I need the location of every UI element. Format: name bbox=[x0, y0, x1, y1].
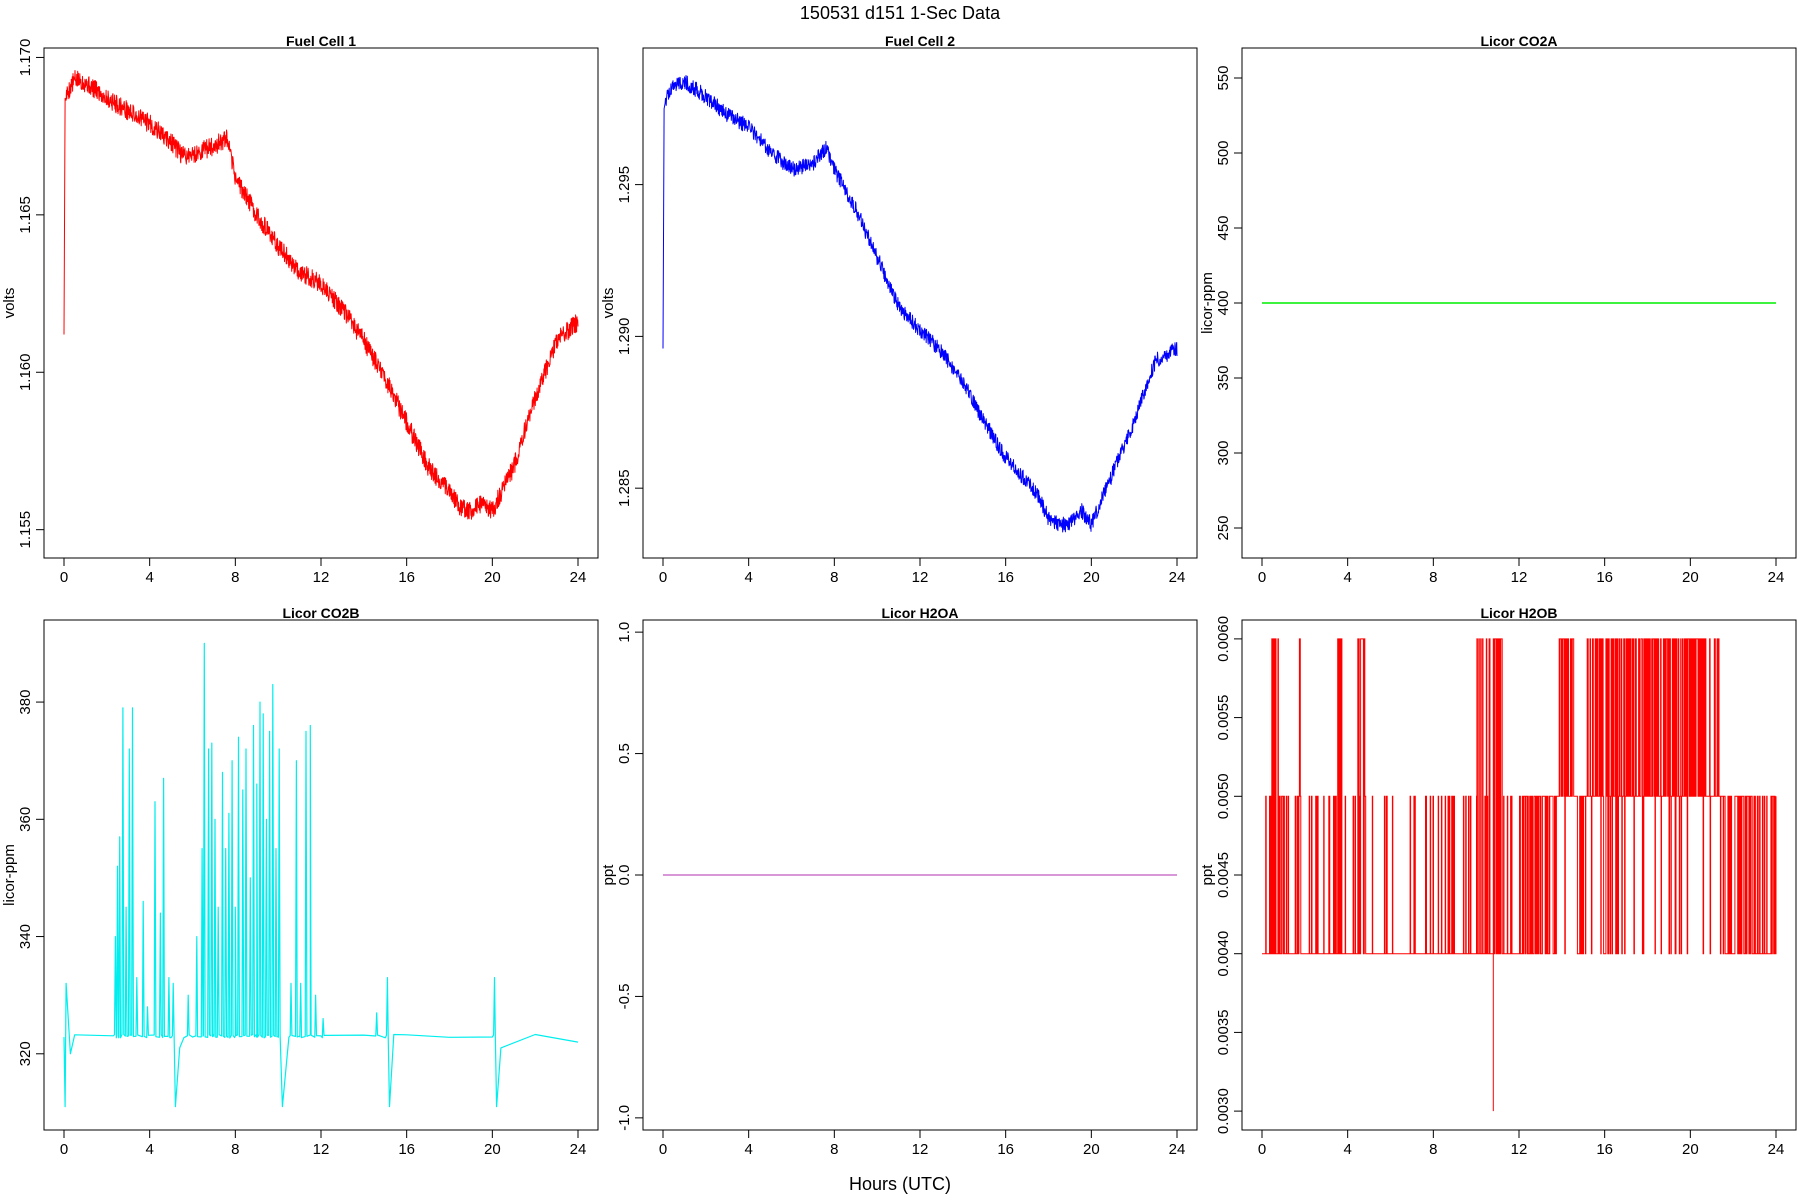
y-tick-label: 400 bbox=[1215, 290, 1232, 315]
y-tick-label: 0.0030 bbox=[1215, 1088, 1232, 1134]
y-axis-label: volts bbox=[600, 288, 617, 319]
x-tick-label: 20 bbox=[1682, 1141, 1699, 1158]
x-tick-label: 4 bbox=[145, 1141, 153, 1158]
y-tick-label: 1.165 bbox=[17, 196, 34, 234]
y-tick-label: 450 bbox=[1215, 215, 1232, 240]
y-tick-label: -0.5 bbox=[616, 983, 633, 1009]
series-line bbox=[63, 70, 579, 520]
x-tick-label: 24 bbox=[1169, 1141, 1186, 1158]
y-tick-label: 250 bbox=[1215, 515, 1232, 540]
panel-title: Fuel Cell 2 bbox=[885, 33, 955, 49]
series-line bbox=[63, 642, 579, 1108]
x-tick-label: 20 bbox=[1083, 569, 1100, 586]
x-tick-label: 0 bbox=[659, 569, 667, 586]
y-tick-label: 320 bbox=[17, 1041, 34, 1066]
x-tick-label: 16 bbox=[997, 1141, 1014, 1158]
y-axis-label: volts bbox=[1, 288, 18, 319]
panel-5: Licor H2OA 0 4 8 12 16 20 24 -1.0 -0.5 0.0 0.5 1.0 pp… bbox=[600, 605, 1198, 1158]
y-tick-label: 0.5 bbox=[616, 743, 633, 764]
series-line bbox=[662, 75, 1178, 533]
x-tick-label: 12 bbox=[1511, 569, 1528, 586]
x-tick-label: 4 bbox=[1343, 569, 1351, 586]
y-tick-label: 1.285 bbox=[616, 469, 633, 507]
x-tick-label: 0 bbox=[1258, 1141, 1266, 1158]
x-tick-label: 0 bbox=[60, 1141, 68, 1158]
y-tick-label: 0.0035 bbox=[1215, 1009, 1232, 1055]
panels: Fuel Cell 1 0 4 8 12 16 20 24 1.155 1.160 1.165 1.1… bbox=[1, 33, 1797, 1158]
x-tick-label: 20 bbox=[1682, 569, 1699, 586]
y-tick-label: 350 bbox=[1215, 365, 1232, 390]
y-tick-label: 1.155 bbox=[17, 511, 34, 549]
series-line bbox=[1262, 638, 1777, 955]
x-tick-label: 24 bbox=[1768, 1141, 1785, 1158]
panel-title: Licor CO2A bbox=[1480, 33, 1557, 49]
panel-4: Licor CO2B 0 4 8 12 16 20 24 320 340 360 380 licor-p… bbox=[1, 605, 599, 1158]
panel-title: Licor H2OB bbox=[1480, 605, 1557, 621]
y-tick-label: 1.295 bbox=[616, 166, 633, 204]
x-tick-label: 12 bbox=[912, 1141, 929, 1158]
y-tick-label: 0.0050 bbox=[1215, 773, 1232, 819]
x-tick-label: 4 bbox=[145, 569, 153, 586]
x-tick-label: 8 bbox=[1429, 1141, 1437, 1158]
x-tick-label: 12 bbox=[912, 569, 929, 586]
x-tick-label: 4 bbox=[744, 1141, 752, 1158]
x-tick-label: 0 bbox=[659, 1141, 667, 1158]
x-tick-label: 16 bbox=[1596, 569, 1613, 586]
x-tick-label: 8 bbox=[830, 569, 838, 586]
x-tick-label: 16 bbox=[398, 569, 415, 586]
y-tick-label: 0.0040 bbox=[1215, 931, 1232, 977]
x-tick-label: 0 bbox=[1258, 569, 1266, 586]
y-tick-label: 550 bbox=[1215, 65, 1232, 90]
panel-2: Fuel Cell 2 0 4 8 12 16 20 24 1.285 1.290 1.295 vol… bbox=[600, 33, 1198, 586]
x-tick-label: 20 bbox=[484, 1141, 501, 1158]
x-tick-label: 12 bbox=[313, 569, 330, 586]
y-tick-label: -1.0 bbox=[616, 1105, 633, 1131]
x-tick-label: 8 bbox=[830, 1141, 838, 1158]
y-tick-label: 0.0060 bbox=[1215, 616, 1232, 662]
y-tick-label: 1.290 bbox=[616, 318, 633, 356]
y-tick-label: 360 bbox=[17, 807, 34, 832]
figure-title: 150531 d151 1-Sec Data bbox=[800, 3, 1001, 23]
y-tick-label: 300 bbox=[1215, 440, 1232, 465]
panel-title: Licor CO2B bbox=[282, 605, 359, 621]
x-tick-label: 8 bbox=[231, 1141, 239, 1158]
x-tick-label: 24 bbox=[1169, 569, 1186, 586]
figure-xlabel: Hours (UTC) bbox=[849, 1174, 951, 1194]
x-tick-label: 4 bbox=[744, 569, 752, 586]
x-tick-label: 24 bbox=[570, 1141, 587, 1158]
y-tick-label: 0.0 bbox=[616, 865, 633, 886]
x-tick-label: 16 bbox=[398, 1141, 415, 1158]
y-tick-label: 380 bbox=[17, 690, 34, 715]
y-tick-label: 0.0045 bbox=[1215, 852, 1232, 898]
x-tick-label: 16 bbox=[1596, 1141, 1613, 1158]
y-axis-label: licor-ppm bbox=[1, 844, 18, 906]
x-tick-label: 24 bbox=[1768, 569, 1785, 586]
y-axis-label: ppt bbox=[600, 864, 617, 886]
x-tick-label: 24 bbox=[570, 569, 587, 586]
x-tick-label: 0 bbox=[60, 569, 68, 586]
panel-1: Fuel Cell 1 0 4 8 12 16 20 24 1.155 1.160 1.165 1.1… bbox=[1, 33, 599, 586]
x-tick-label: 8 bbox=[1429, 569, 1437, 586]
y-tick-label: 1.0 bbox=[616, 622, 633, 643]
y-axis-label: ppt bbox=[1199, 864, 1216, 886]
x-tick-label: 20 bbox=[484, 569, 501, 586]
panel-title: Fuel Cell 1 bbox=[286, 33, 356, 49]
x-tick-label: 4 bbox=[1343, 1141, 1351, 1158]
x-tick-label: 12 bbox=[1511, 1141, 1528, 1158]
x-tick-label: 16 bbox=[997, 569, 1014, 586]
y-axis-label: licor-ppm bbox=[1199, 272, 1216, 334]
y-tick-label: 340 bbox=[17, 924, 34, 949]
panel-title: Licor H2OA bbox=[881, 605, 958, 621]
panel-6: Licor H2OB 0 4 8 12 16 20 24 0.0030 0.0035 0.0040 0… bbox=[1199, 605, 1797, 1158]
y-tick-label: 1.160 bbox=[17, 353, 34, 391]
x-tick-label: 20 bbox=[1083, 1141, 1100, 1158]
y-tick-label: 0.0055 bbox=[1215, 695, 1232, 741]
x-tick-label: 12 bbox=[313, 1141, 330, 1158]
panel-3: Licor CO2A 0 4 8 12 16 20 24 250 300 350 400 450 500 5… bbox=[1199, 33, 1797, 586]
y-tick-label: 500 bbox=[1215, 140, 1232, 165]
x-tick-label: 8 bbox=[231, 569, 239, 586]
y-tick-label: 1.170 bbox=[17, 39, 34, 77]
